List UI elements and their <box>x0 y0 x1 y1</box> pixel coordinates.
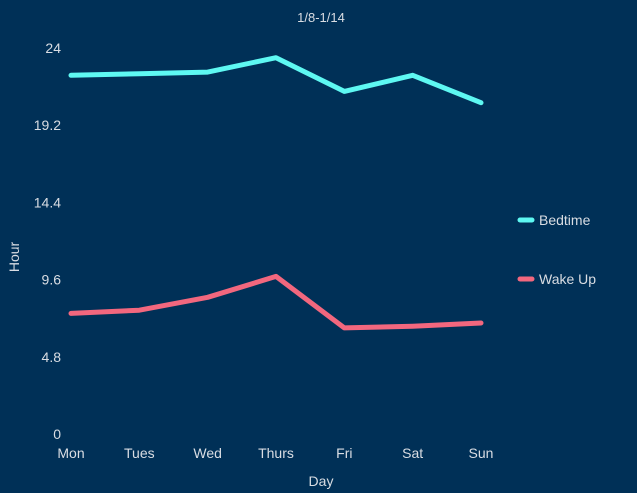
x-tick-label: Mon <box>57 445 84 461</box>
x-tick-label: Wed <box>193 445 222 461</box>
x-tick-label: Sun <box>469 445 494 461</box>
x-axis-title: Day <box>309 473 334 489</box>
y-axis-title: Hour <box>6 241 22 272</box>
legend-label: Wake Up <box>539 271 596 287</box>
series-line-wake-up <box>68 273 484 331</box>
series-lines <box>68 55 484 331</box>
x-tick-label: Sat <box>402 445 423 461</box>
y-tick-label: 4.8 <box>42 349 62 365</box>
legend-label: Bedtime <box>539 212 591 228</box>
chart-title: 1/8-1/14 <box>297 10 345 25</box>
y-axis-ticks: 0 4.8 9.6 14.4 19.2 24 <box>34 40 61 442</box>
series-line-bedtime <box>68 55 484 106</box>
y-tick-label: 19.2 <box>34 117 61 133</box>
y-tick-label: 24 <box>45 40 61 56</box>
y-tick-label: 0 <box>53 426 61 442</box>
x-tick-label: Thurs <box>258 445 294 461</box>
x-tick-label: Fri <box>336 445 352 461</box>
y-tick-label: 14.4 <box>34 194 61 210</box>
x-tick-label: Tues <box>124 445 155 461</box>
x-axis-ticks: Mon Tues Wed Thurs Fri Sat Sun <box>57 445 493 461</box>
legend: Bedtime Wake Up <box>517 212 596 287</box>
y-tick-label: 9.6 <box>42 272 62 288</box>
